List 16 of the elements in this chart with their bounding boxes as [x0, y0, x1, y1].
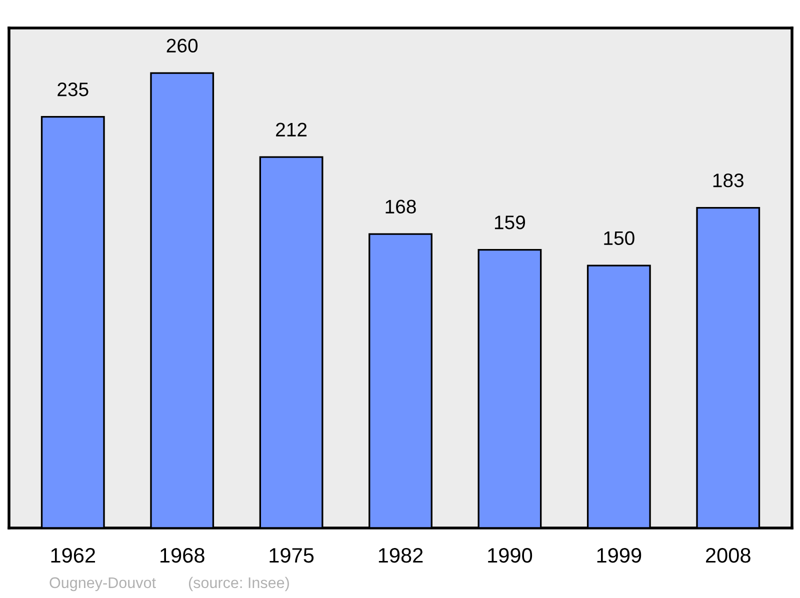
x-tick-label: 1990: [488, 548, 532, 563]
x-tick-label: 2008: [706, 548, 750, 563]
data-label: 150: [604, 231, 634, 246]
x-tick-label: 1962: [51, 548, 96, 563]
x-tick-label: 1975: [270, 548, 314, 563]
text: (source: Insee): [188, 576, 289, 592]
data-label: 168: [386, 200, 416, 214]
data-label: 212: [276, 122, 307, 136]
text: Ougney-Douvot: [50, 577, 156, 592]
data-label: 235: [58, 82, 88, 96]
data-label: 260: [166, 38, 198, 53]
x-tick-label: 1968: [160, 548, 204, 563]
x-tick-label: 1982: [378, 548, 423, 563]
data-label: 159: [494, 215, 526, 230]
x-tick-label: 1999: [597, 548, 642, 563]
data-label: 183: [713, 174, 744, 188]
